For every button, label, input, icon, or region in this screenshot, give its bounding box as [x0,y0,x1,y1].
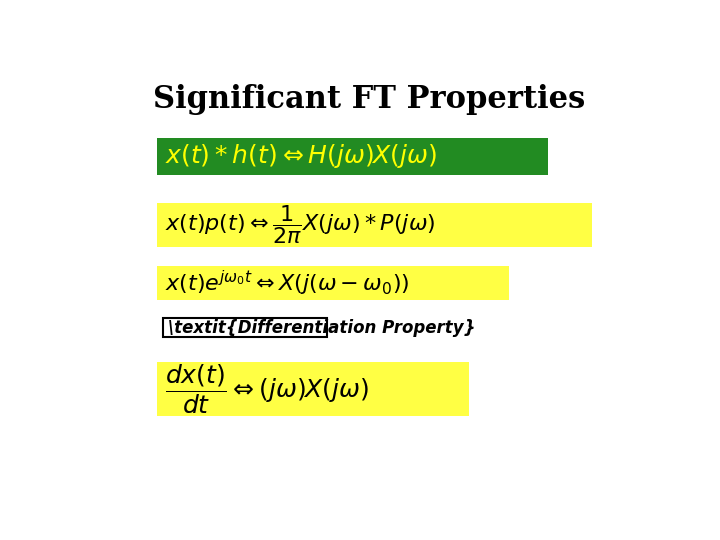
Text: $\dfrac{dx(t)}{dt} \Leftrightarrow (j\omega)X(j\omega)$: $\dfrac{dx(t)}{dt} \Leftrightarrow (j\om… [166,362,369,416]
FancyBboxPatch shape [157,138,547,175]
Text: $x(t)e^{j\omega_0 t} \Leftrightarrow X(j(\omega-\omega_0))$: $x(t)e^{j\omega_0 t} \Leftrightarrow X(j… [166,268,410,298]
FancyBboxPatch shape [157,266,508,300]
Text: Significant FT Properties: Significant FT Properties [153,84,585,114]
FancyBboxPatch shape [157,203,593,247]
Text: \textit{Differentiation Property}: \textit{Differentiation Property} [168,319,476,336]
Text: $x(t)*h(t) \Leftrightarrow H(j\omega)X(j\omega)$: $x(t)*h(t) \Leftrightarrow H(j\omega)X(j… [166,142,437,170]
FancyBboxPatch shape [157,362,469,416]
FancyBboxPatch shape [163,319,327,337]
Text: $x(t)p(t) \Leftrightarrow \dfrac{1}{2\pi}X(j\omega)*P(j\omega)$: $x(t)p(t) \Leftrightarrow \dfrac{1}{2\pi… [166,204,436,246]
